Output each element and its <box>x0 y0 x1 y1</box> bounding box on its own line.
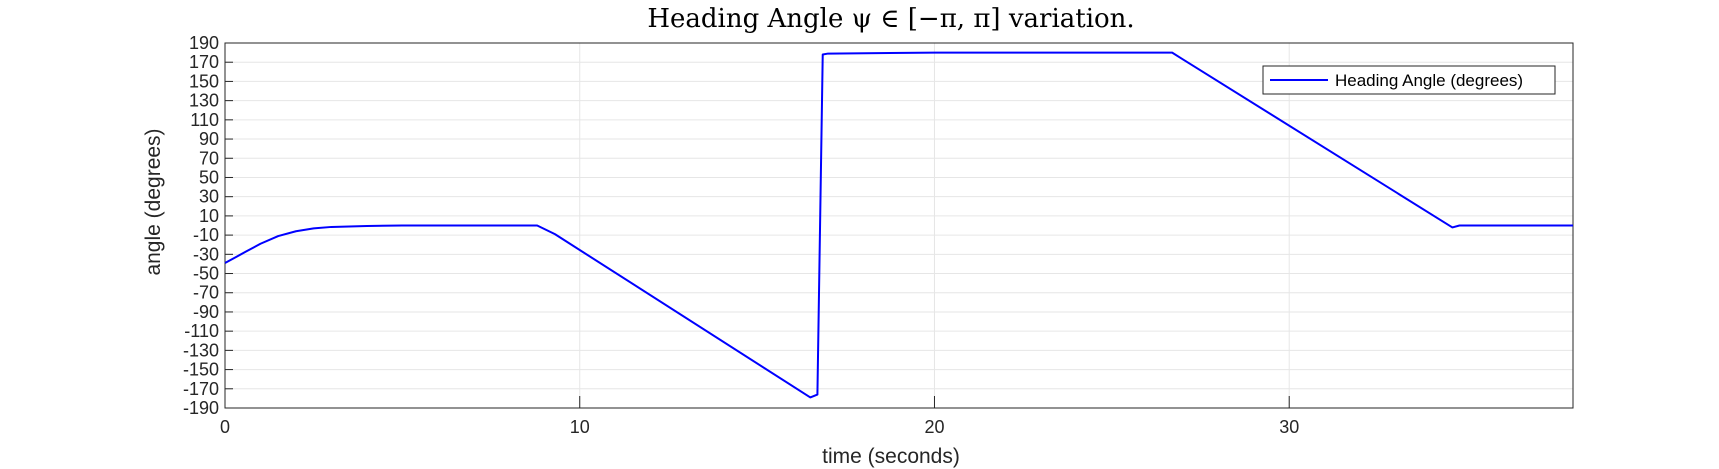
y-tick-label: -110 <box>184 321 219 341</box>
series-line <box>224 51 1573 399</box>
series-layer <box>224 51 1573 399</box>
legend: Heading Angle (degrees) <box>1262 65 1556 95</box>
y-tick-label: 70 <box>199 148 219 168</box>
y-tick-label: -30 <box>193 244 219 264</box>
y-tick-label: -150 <box>183 360 219 380</box>
y-tick-label: 190 <box>189 33 219 53</box>
y-tick-label: -10 <box>193 225 219 245</box>
x-tick-label: 10 <box>570 417 590 437</box>
legend-label: Heading Angle (degrees) <box>1335 71 1523 90</box>
chart-title: Heading Angle ψ ∈ [−π, π] variation. <box>647 4 1134 34</box>
y-tick-label: 90 <box>199 129 219 149</box>
y-tick-label: -50 <box>193 264 219 284</box>
y-tick-label: 150 <box>189 71 219 91</box>
y-axis-label: angle (degrees) <box>142 128 165 275</box>
y-tick-label: -90 <box>193 302 219 322</box>
y-tick-label: 30 <box>199 187 219 207</box>
y-tick-label: -130 <box>183 340 219 360</box>
y-tick-label: 110 <box>190 110 219 130</box>
y-tick-label: -170 <box>183 379 219 399</box>
x-axis-label: time (seconds) <box>822 445 960 468</box>
y-tick-label: 130 <box>189 91 219 111</box>
axis-ticks: 1901701501301109070503010-10-30-50-70-90… <box>183 33 1574 437</box>
x-tick-label: 0 <box>220 417 230 437</box>
y-tick-label: 170 <box>189 52 219 72</box>
x-tick-label: 30 <box>1279 417 1299 437</box>
x-tick-label: 20 <box>924 417 944 437</box>
y-tick-label: 50 <box>199 167 219 187</box>
y-tick-label: -70 <box>193 283 219 303</box>
y-tick-label: -190 <box>183 398 219 418</box>
y-tick-label: 10 <box>199 206 219 226</box>
